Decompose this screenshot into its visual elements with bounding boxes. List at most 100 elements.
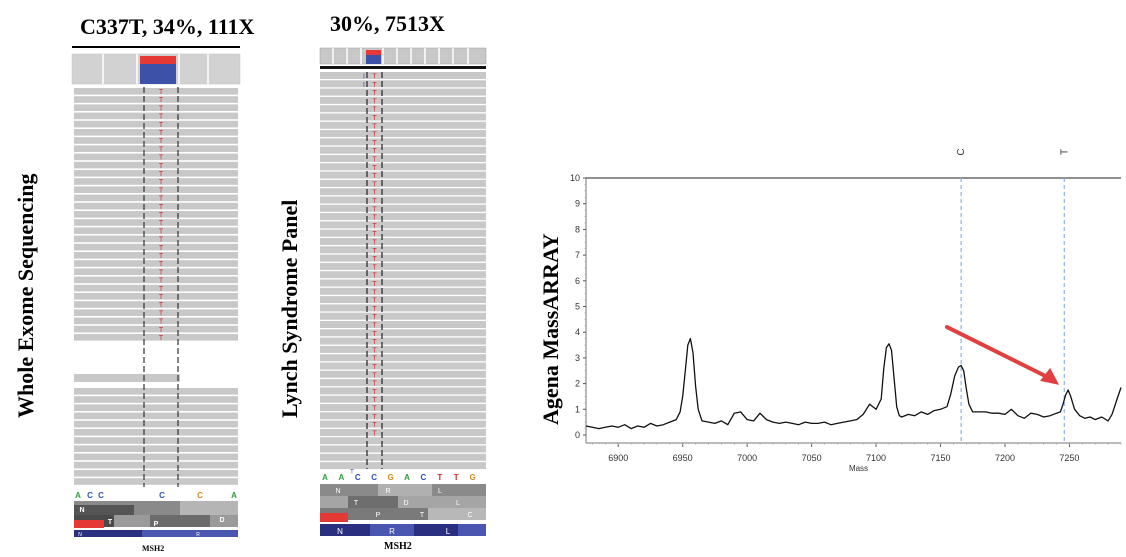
read bbox=[320, 88, 486, 96]
read bbox=[320, 80, 486, 88]
lynch-coverage-track bbox=[319, 47, 487, 65]
amino-acid: L bbox=[456, 500, 460, 507]
read bbox=[74, 235, 238, 243]
track-amino-acid: L bbox=[446, 527, 451, 536]
amino-acid: P bbox=[376, 512, 381, 519]
read bbox=[74, 293, 238, 300]
wes-top-title: C337T, 34%, 111X bbox=[80, 14, 255, 39]
read bbox=[74, 145, 238, 152]
read bbox=[320, 312, 486, 320]
amino-acid: D bbox=[403, 500, 408, 507]
spectrum-line bbox=[585, 337, 1122, 430]
read bbox=[74, 420, 238, 428]
read bbox=[320, 96, 486, 104]
read-mismatch: T bbox=[372, 181, 377, 188]
x-tick-label: 7250 bbox=[1059, 453, 1079, 463]
read bbox=[74, 194, 238, 202]
read bbox=[320, 379, 486, 387]
read bbox=[320, 179, 486, 187]
read bbox=[74, 96, 238, 103]
y-tick-label: 10 bbox=[570, 173, 580, 183]
read-mismatch: T bbox=[159, 245, 164, 252]
read-mismatch: T bbox=[159, 302, 164, 309]
wes-stop-codon bbox=[74, 520, 104, 528]
read bbox=[320, 279, 486, 287]
stray-base: T bbox=[350, 469, 354, 475]
read bbox=[320, 462, 486, 470]
read bbox=[320, 370, 486, 378]
read-mismatch: T bbox=[159, 114, 164, 121]
wes-alt-allele-bar bbox=[140, 64, 176, 84]
read bbox=[320, 105, 486, 113]
read bbox=[320, 445, 486, 453]
x-tick-label: 7100 bbox=[866, 453, 886, 463]
read bbox=[320, 437, 486, 445]
read-mismatch: T bbox=[372, 231, 377, 238]
read bbox=[320, 262, 486, 270]
read bbox=[320, 296, 486, 304]
read-mismatch: T bbox=[159, 196, 164, 203]
read bbox=[320, 362, 486, 370]
insertion-marker: I bbox=[363, 74, 365, 81]
read-mismatch: T bbox=[372, 190, 377, 197]
x-axis-label: Mass bbox=[849, 464, 868, 473]
read-mismatch: T bbox=[372, 74, 377, 81]
y-tick-label: 7 bbox=[575, 250, 580, 260]
read-mismatch: T bbox=[159, 335, 164, 342]
read-mismatch: T bbox=[159, 310, 164, 317]
read bbox=[320, 163, 486, 171]
read-mismatch: T bbox=[372, 397, 377, 404]
read-mismatch: T bbox=[372, 148, 377, 155]
read-mismatch: T bbox=[159, 163, 164, 170]
x-tick-label: 7050 bbox=[802, 453, 822, 463]
read bbox=[74, 227, 238, 234]
read bbox=[74, 388, 238, 395]
read-mismatch: T bbox=[159, 269, 164, 276]
read bbox=[74, 334, 238, 341]
y-tick-label: 1 bbox=[575, 404, 580, 414]
read bbox=[74, 112, 238, 120]
read-mismatch: T bbox=[159, 138, 164, 145]
y-tick-label: 2 bbox=[575, 379, 580, 389]
y-tick-label: 4 bbox=[575, 327, 580, 337]
read-mismatch: T bbox=[372, 98, 377, 105]
read bbox=[320, 246, 486, 254]
wes-gene-label: MSH2 bbox=[142, 544, 165, 553]
read-mismatch: T bbox=[372, 364, 377, 371]
reference-base: A bbox=[339, 473, 345, 482]
read-mismatch: T bbox=[159, 122, 164, 129]
read bbox=[320, 304, 486, 312]
read-mismatch: T bbox=[372, 132, 377, 139]
read bbox=[74, 445, 238, 452]
allele-marker-label: C bbox=[956, 148, 967, 155]
reference-base: A bbox=[231, 491, 237, 500]
lynch-igv-view: TITITTTTTTTTTTTTTTTTTTTTTTTTTTTTTTTTTTTT… bbox=[319, 47, 487, 536]
read bbox=[320, 72, 486, 79]
amino-acid: L bbox=[438, 488, 442, 495]
reference-base: C bbox=[355, 473, 361, 482]
read-mismatch: T bbox=[159, 146, 164, 153]
read-mismatch: T bbox=[372, 206, 377, 213]
x-tick-label: 7000 bbox=[737, 453, 757, 463]
read bbox=[74, 317, 238, 325]
read bbox=[74, 186, 238, 193]
lynch-label: Lynch Syndrome Panel bbox=[277, 199, 302, 418]
read bbox=[320, 196, 486, 204]
read-mismatch: T bbox=[372, 107, 377, 114]
read bbox=[74, 120, 238, 128]
arrow-head bbox=[1040, 367, 1060, 385]
read-mismatch: T bbox=[372, 140, 377, 147]
track-amino-acid: R bbox=[389, 527, 395, 536]
x-tick-label: 6900 bbox=[608, 453, 628, 463]
read bbox=[74, 104, 238, 111]
read bbox=[74, 284, 238, 292]
amino-acid: T bbox=[354, 500, 359, 507]
wes-label: Whole Exome Sequencing bbox=[13, 173, 38, 418]
read-mismatch: T bbox=[159, 286, 164, 293]
track-amino-acid: N bbox=[337, 527, 343, 536]
read-mismatch: T bbox=[159, 105, 164, 112]
y-tick-label: 3 bbox=[575, 353, 580, 363]
read-mismatch: T bbox=[159, 155, 164, 162]
read bbox=[74, 243, 238, 251]
